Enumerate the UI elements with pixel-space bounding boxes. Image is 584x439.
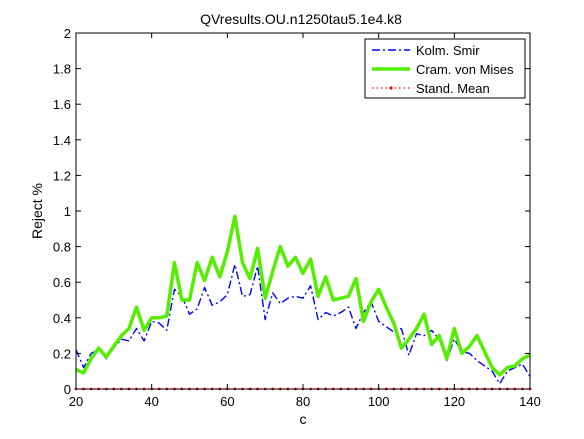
x-axis-label: c: [300, 411, 307, 427]
y-tick-label: 0: [64, 382, 71, 397]
series-line-1: [75, 214, 531, 377]
series-layer: [74, 214, 532, 391]
legend-entries: Kolm. Smir Cram. von Mises Stand. Mean: [372, 43, 514, 96]
x-tick-label: 80: [296, 394, 310, 409]
legend-marker: [389, 86, 393, 90]
y-tick-label: 0.8: [53, 240, 71, 255]
legend-label: Cram. von Mises: [416, 62, 514, 77]
x-tick-label: 60: [220, 394, 234, 409]
y-axis-label: Reject %: [29, 183, 45, 239]
x-tick-label: 120: [443, 394, 465, 409]
legend-label: Kolm. Smir: [416, 43, 480, 58]
chart-title: QVresults.OU.n1250tau5.1e4.k8: [200, 11, 402, 27]
series-line-0: [75, 263, 531, 385]
legend: Kolm. Smir Cram. von Mises Stand. Mean: [364, 38, 526, 99]
y-tick-label: 2: [64, 26, 71, 41]
ticks-layer: 20 40 60 80 100 120 140 0 0.2 0.4 0.6 0.8 1 1.2 1.4 1.6…: [53, 26, 541, 409]
legend-label: Stand. Mean: [416, 81, 490, 96]
x-tick-label: 100: [368, 394, 390, 409]
y-tick-label: 0.6: [53, 275, 71, 290]
x-tick-label: 20: [69, 394, 83, 409]
y-tick-label: 1: [64, 204, 71, 219]
y-tick-label: 1.4: [53, 133, 71, 148]
y-tick-label: 1.2: [53, 168, 71, 183]
y-tick-label: 0.2: [53, 346, 71, 361]
y-tick-label: 0.4: [53, 311, 71, 326]
y-tick-label: 1.6: [53, 97, 71, 112]
x-tick-label: 140: [519, 394, 541, 409]
y-tick-label: 1.8: [53, 62, 71, 77]
x-tick-label: 40: [144, 394, 158, 409]
